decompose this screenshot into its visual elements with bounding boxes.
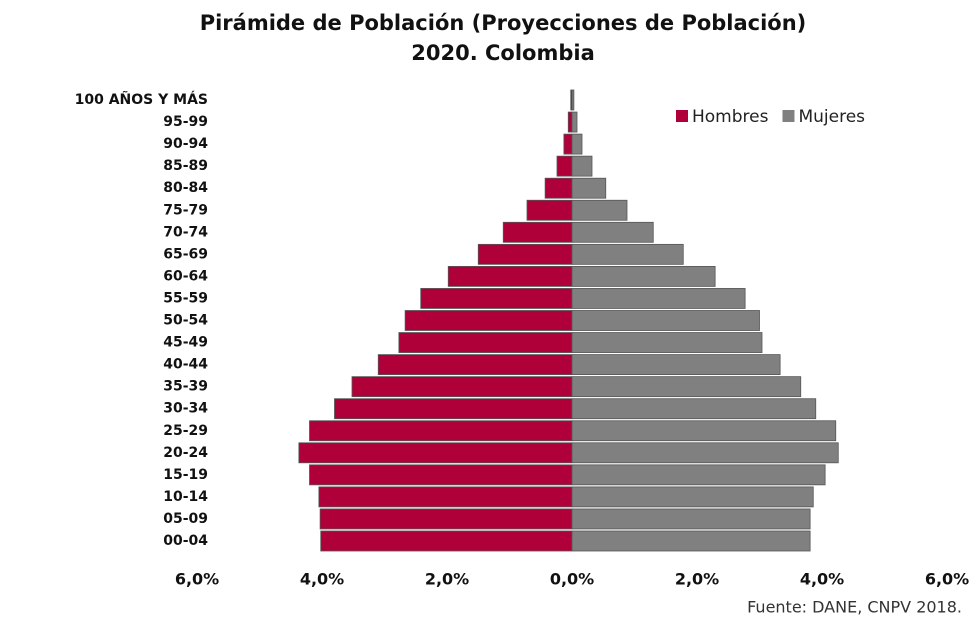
bar	[320, 530, 573, 552]
x-tick-label: 4,0%	[300, 570, 344, 589]
category-label: 40-44	[163, 357, 208, 373]
bar	[571, 89, 575, 111]
category-label: 65-69	[163, 246, 208, 262]
legend-swatch	[676, 110, 688, 122]
bar	[556, 155, 573, 177]
category-label: 45-49	[163, 335, 208, 351]
bar	[571, 442, 839, 464]
bar	[398, 332, 573, 353]
bar	[351, 376, 573, 398]
bar	[377, 354, 573, 376]
bar	[571, 420, 837, 442]
category-label: 60-64	[163, 268, 208, 284]
bar	[571, 177, 607, 199]
bar	[567, 111, 573, 133]
bar	[571, 133, 583, 155]
bar	[477, 243, 573, 265]
bar	[571, 310, 760, 331]
category-label: 25-29	[163, 423, 208, 439]
category-label: 05-09	[163, 511, 208, 527]
bar	[571, 332, 763, 353]
bar	[571, 354, 781, 376]
category-label: 20-24	[163, 445, 208, 461]
bar	[319, 508, 573, 530]
chart-title: Pirámide de Población (Proyecciones de P…	[199, 11, 807, 65]
category-label: 00-04	[163, 533, 208, 549]
bar	[571, 530, 811, 552]
category-label: 15-19	[163, 467, 208, 483]
legend-label: Mujeres	[798, 107, 865, 127]
x-tick-label: 0,0%	[550, 570, 594, 589]
bar	[571, 111, 578, 133]
category-label: 100 AÑOS Y MÁS	[75, 91, 208, 108]
bar	[563, 133, 573, 155]
source: Fuente: DANE, CNPV 2018.	[747, 598, 962, 617]
bar	[571, 199, 628, 221]
bar	[526, 199, 573, 221]
bar	[571, 464, 826, 486]
bar	[571, 398, 817, 420]
category-label: 95-99	[163, 114, 208, 130]
bar	[447, 265, 573, 287]
bar	[298, 442, 573, 464]
category-label: 50-54	[163, 313, 208, 329]
bar	[571, 508, 811, 530]
category-label: 70-74	[163, 224, 208, 240]
category-label: 10-14	[163, 489, 208, 505]
bar	[571, 288, 746, 309]
bar	[318, 486, 573, 508]
category-label: 80-84	[163, 180, 208, 196]
legend-swatch	[782, 110, 795, 122]
bar	[571, 486, 814, 508]
bar	[571, 221, 654, 243]
x-tick-label: 4,0%	[800, 570, 844, 589]
x-tick-label: 2,0%	[675, 570, 719, 589]
category-label: 35-39	[163, 379, 208, 395]
bar	[571, 376, 802, 398]
bar	[502, 221, 573, 243]
category-label: 30-34	[163, 401, 208, 417]
x-tick-label: 6,0%	[175, 570, 219, 589]
category-label: 75-79	[163, 202, 208, 218]
bar	[544, 177, 573, 199]
bar	[309, 420, 573, 442]
bar	[334, 398, 573, 420]
bar	[571, 243, 684, 265]
x-tick-label: 6,0%	[925, 570, 969, 589]
bar	[309, 464, 573, 486]
category-label: 90-94	[163, 136, 208, 152]
bar	[420, 288, 573, 309]
category-label: 55-59	[163, 290, 208, 306]
category-label: 85-89	[163, 158, 208, 174]
x-tick-label: 2,0%	[425, 570, 469, 589]
legend-label: Hombres	[692, 107, 769, 127]
bar	[404, 310, 573, 331]
bar	[571, 155, 593, 177]
bar	[571, 265, 716, 287]
